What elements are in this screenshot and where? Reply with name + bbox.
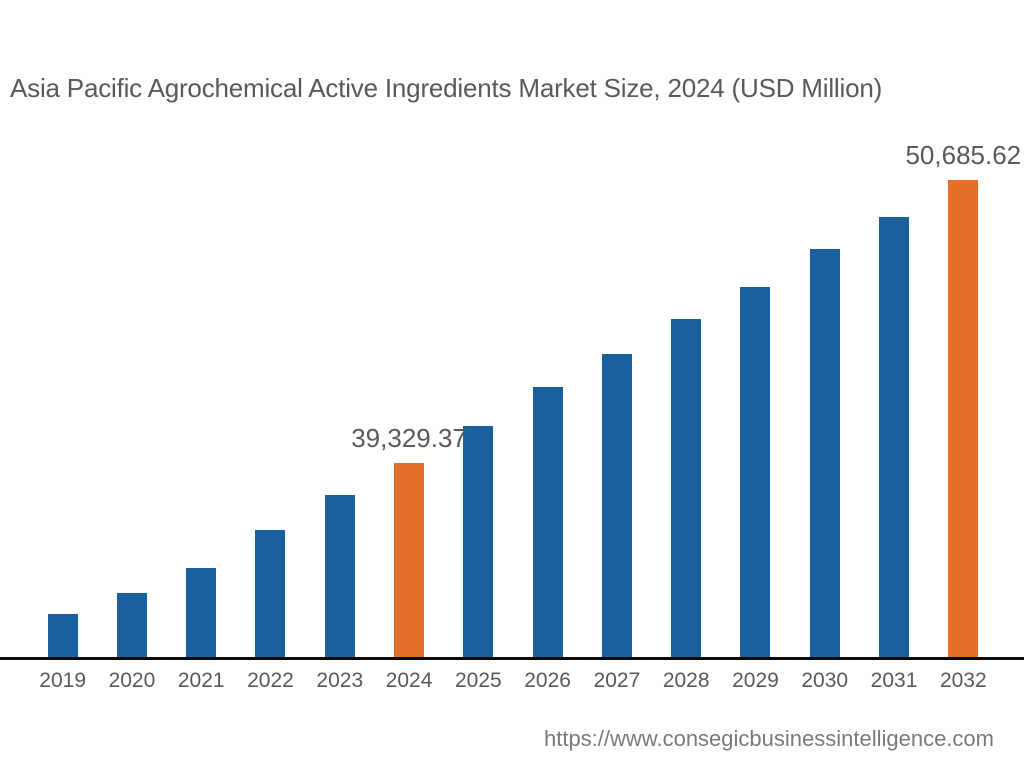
bar-column-2019: 2019 [28, 0, 97, 692]
bar-2027 [601, 354, 632, 657]
x-tick-label-2027: 2027 [593, 669, 641, 692]
bar-2021 [186, 568, 217, 657]
x-tick-label-2031: 2031 [870, 669, 918, 692]
bar-column-2021: 2021 [167, 0, 236, 692]
bar-column-2028: 2028 [652, 0, 721, 692]
chart-title: Asia Pacific Agrochemical Active Ingredi… [10, 73, 883, 103]
bar-2026 [532, 387, 563, 657]
bar-2032-highlighted [948, 180, 979, 657]
value-label-2024: 39,329.37 [351, 423, 467, 453]
bar-2025 [463, 426, 494, 657]
bar-column-2026: 2026 [513, 0, 582, 692]
x-tick-label-2030: 2030 [801, 669, 849, 692]
bar-column-2022: 2022 [236, 0, 305, 692]
x-axis-line [0, 657, 1024, 660]
x-tick-label-2022: 2022 [247, 669, 294, 692]
x-tick-label-2029: 2029 [732, 669, 779, 692]
bar-2024-highlighted [394, 463, 425, 657]
x-tick-label-2021: 2021 [177, 669, 225, 692]
bar-column-2029: 2029 [721, 0, 790, 692]
bar-column-2020: 2020 [97, 0, 166, 692]
bar-column-2025: 2025 [444, 0, 513, 692]
x-tick-label-2025: 2025 [454, 669, 502, 692]
bar-column-2032: 50,685.62 2032 [905, 0, 1021, 692]
x-tick-label-2032: 2032 [939, 669, 987, 692]
bar-2022 [255, 530, 286, 657]
value-label-2032: 50,685.62 [905, 140, 1022, 170]
source-url-link[interactable]: https://www.consegicbusinessintelligence… [543, 726, 994, 751]
bar-2031 [879, 217, 910, 657]
bar-2029 [740, 287, 771, 657]
bar-2020 [116, 593, 147, 657]
x-tick-label-2023: 2023 [316, 669, 364, 692]
plot-area: 2019 2020 2021 2022 2023 39,329.37 2024 2025 202… [28, 0, 1021, 692]
x-tick-label-2026: 2026 [524, 669, 571, 692]
bar-column-2030: 2030 [790, 0, 859, 692]
bar-column-2024: 39,329.37 2024 [351, 0, 467, 692]
bar-2019 [47, 614, 78, 657]
x-tick-label-2024: 2024 [385, 669, 433, 692]
x-tick-label-2028: 2028 [662, 669, 710, 692]
x-tick-label-2020: 2020 [108, 669, 156, 692]
x-tick-label-2019: 2019 [39, 669, 86, 692]
bar-column-2027: 2027 [582, 0, 651, 692]
bar-column-2031: 2031 [859, 0, 928, 692]
bar-column-2023: 2023 [305, 0, 374, 692]
bar-2028 [671, 319, 702, 657]
bar-2023 [324, 495, 355, 657]
bar-2030 [809, 249, 840, 657]
